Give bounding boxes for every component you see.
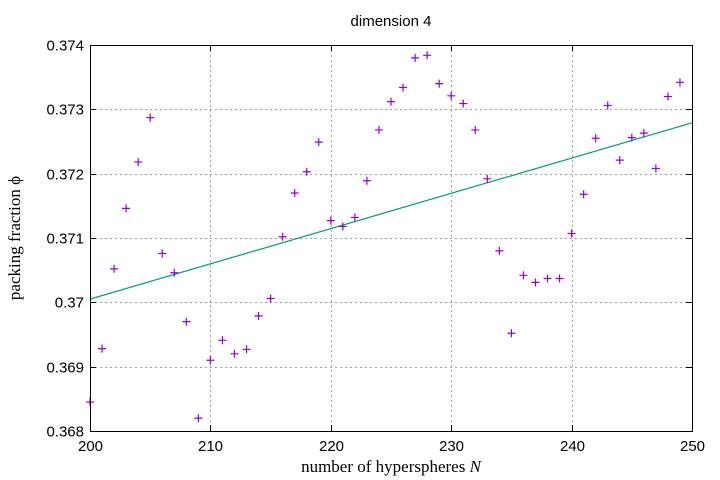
data-point bbox=[663, 92, 672, 101]
data-point bbox=[326, 216, 335, 225]
data-point bbox=[651, 164, 660, 173]
data-point bbox=[423, 51, 432, 60]
data-point bbox=[338, 222, 347, 231]
data-point bbox=[110, 264, 119, 273]
data-point bbox=[182, 317, 191, 326]
y-axis-ticks: 0.368 0.369 0.37 0.371 0.372 0.373 0.374 bbox=[46, 38, 692, 441]
y-tick-label: 0.372 bbox=[46, 167, 84, 184]
x-axis-ticks: 200 210 220 230 240 250 bbox=[78, 45, 705, 455]
y-tick-label: 0.373 bbox=[46, 102, 84, 119]
x-tick-label: 240 bbox=[560, 438, 585, 455]
x-tick-label: 220 bbox=[319, 438, 344, 455]
data-point bbox=[278, 232, 287, 241]
data-point bbox=[615, 156, 624, 165]
data-point bbox=[374, 125, 383, 134]
y-axis-label-text: packing fraction bbox=[5, 189, 24, 300]
data-point bbox=[170, 268, 179, 277]
data-points-layer bbox=[86, 51, 684, 423]
data-point bbox=[447, 91, 456, 100]
data-point bbox=[314, 138, 323, 147]
data-point bbox=[98, 344, 107, 353]
data-point bbox=[230, 349, 239, 358]
data-point bbox=[362, 176, 371, 185]
y-axis-label-var: ϕ bbox=[5, 176, 24, 185]
data-point bbox=[579, 190, 588, 199]
chart-title: dimension 4 bbox=[351, 13, 432, 30]
x-axis-label: number of hyperspheres N bbox=[301, 457, 483, 476]
data-point bbox=[242, 345, 251, 354]
data-point bbox=[555, 274, 564, 283]
fit-line bbox=[89, 122, 693, 300]
data-point bbox=[399, 83, 408, 92]
data-point bbox=[302, 167, 311, 176]
y-tick-label: 0.37 bbox=[55, 295, 84, 312]
data-point bbox=[206, 356, 215, 365]
data-point bbox=[459, 99, 468, 108]
data-point bbox=[543, 274, 552, 283]
data-point bbox=[290, 188, 299, 197]
grid bbox=[90, 45, 692, 431]
y-tick-label: 0.371 bbox=[46, 231, 84, 248]
data-point bbox=[435, 79, 444, 88]
data-point bbox=[194, 414, 203, 423]
x-axis-label-text: number of hyperspheres bbox=[301, 457, 465, 476]
data-point bbox=[483, 174, 492, 183]
x-tick-label: 250 bbox=[680, 438, 705, 455]
x-tick-label: 230 bbox=[439, 438, 464, 455]
data-point bbox=[411, 53, 420, 62]
y-tick-label: 0.369 bbox=[46, 360, 84, 377]
data-point bbox=[603, 101, 612, 110]
x-tick-label: 200 bbox=[78, 438, 103, 455]
data-point bbox=[218, 336, 227, 345]
y-axis-label: packing fraction ϕ bbox=[5, 176, 24, 300]
y-tick-label: 0.374 bbox=[46, 38, 84, 55]
data-point bbox=[387, 97, 395, 106]
data-point bbox=[495, 246, 504, 255]
data-point bbox=[146, 113, 155, 122]
data-point bbox=[350, 213, 359, 222]
x-axis-label-var: N bbox=[469, 457, 483, 476]
data-point bbox=[471, 125, 480, 134]
data-point bbox=[627, 133, 636, 142]
data-point bbox=[266, 294, 275, 303]
data-point bbox=[675, 78, 684, 87]
x-tick-label: 210 bbox=[198, 438, 223, 455]
data-point bbox=[122, 204, 131, 213]
data-point bbox=[507, 329, 516, 338]
data-point bbox=[567, 229, 576, 238]
data-point bbox=[254, 311, 263, 320]
data-point bbox=[134, 158, 143, 167]
data-point bbox=[519, 271, 528, 280]
data-point bbox=[591, 134, 600, 143]
data-point bbox=[531, 278, 540, 287]
y-tick-label: 0.368 bbox=[46, 424, 84, 441]
data-point bbox=[158, 249, 167, 258]
data-point bbox=[639, 129, 648, 138]
fit-line-layer bbox=[89, 122, 693, 300]
